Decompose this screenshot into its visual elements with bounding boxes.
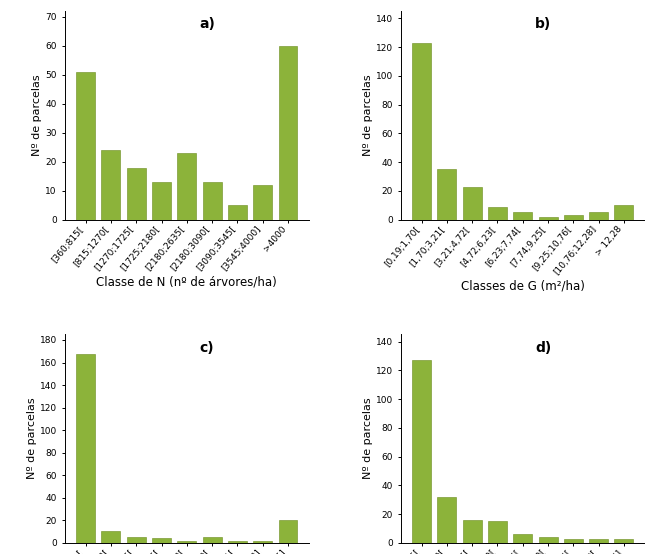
Bar xyxy=(538,537,557,543)
Text: c): c) xyxy=(199,341,214,355)
Bar xyxy=(279,46,298,219)
Bar xyxy=(177,541,197,543)
Bar xyxy=(412,43,431,219)
Bar xyxy=(228,541,247,543)
Bar xyxy=(564,216,583,219)
Bar xyxy=(615,538,633,543)
Y-axis label: Nº de parcelas: Nº de parcelas xyxy=(363,398,372,479)
Y-axis label: Nº de parcelas: Nº de parcelas xyxy=(363,75,372,156)
Bar xyxy=(202,182,221,219)
Bar xyxy=(488,521,507,543)
Text: b): b) xyxy=(535,17,551,32)
Bar xyxy=(202,537,221,543)
Bar xyxy=(228,205,247,219)
Bar xyxy=(589,212,608,219)
Bar xyxy=(564,538,583,543)
Bar xyxy=(102,531,120,543)
Bar xyxy=(152,182,171,219)
Bar xyxy=(437,170,456,219)
Bar xyxy=(589,538,608,543)
X-axis label: Classes de G (m²/ha): Classes de G (m²/ha) xyxy=(461,280,585,293)
Bar xyxy=(152,538,171,543)
Text: a): a) xyxy=(199,17,215,32)
Bar xyxy=(463,187,482,219)
Bar xyxy=(412,360,431,543)
Bar xyxy=(513,534,533,543)
Bar xyxy=(127,167,146,219)
Bar xyxy=(76,353,95,543)
Bar xyxy=(76,72,95,219)
Text: d): d) xyxy=(535,341,551,355)
Bar xyxy=(513,212,533,219)
Bar xyxy=(177,153,197,219)
Bar xyxy=(437,497,456,543)
Bar xyxy=(279,520,298,543)
Bar xyxy=(253,185,272,219)
Y-axis label: Nº de parcelas: Nº de parcelas xyxy=(27,398,36,479)
Bar xyxy=(488,207,507,219)
Bar xyxy=(463,520,482,543)
X-axis label: Classe de N (nº de árvores/ha): Classe de N (nº de árvores/ha) xyxy=(96,276,277,289)
Y-axis label: Nº de parcelas: Nº de parcelas xyxy=(33,75,42,156)
Bar xyxy=(253,541,272,543)
Bar xyxy=(615,206,633,219)
Bar xyxy=(102,150,120,219)
Bar xyxy=(538,217,557,219)
Bar xyxy=(127,537,146,543)
